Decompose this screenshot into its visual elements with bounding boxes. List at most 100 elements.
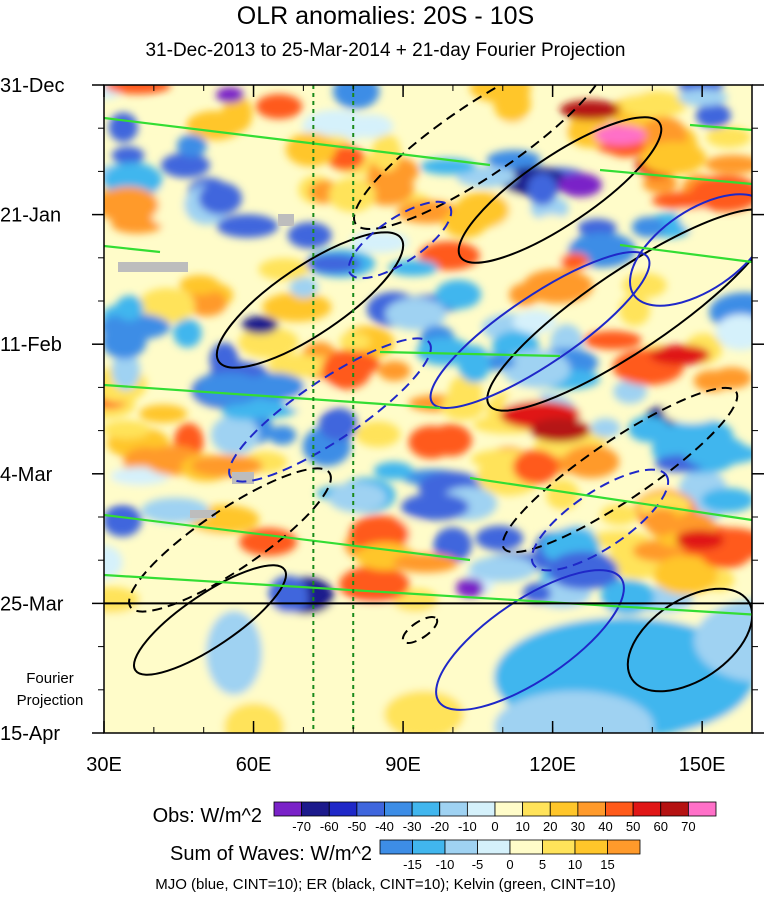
- obs-blob: [522, 269, 594, 304]
- kelvin-contour: [619, 243, 752, 264]
- missing-data-patch: [118, 262, 188, 272]
- projection-blob: [264, 653, 344, 726]
- colorbar-level: -15: [403, 857, 422, 872]
- y-tick-label: 25-Mar: [0, 593, 64, 615]
- obs-blob: [546, 479, 580, 511]
- obs-blob: [706, 126, 752, 148]
- colorbar-swatch: [660, 801, 689, 817]
- contour-line: [435, 569, 625, 711]
- colorbar-swatch: [522, 801, 551, 817]
- colorbar-swatch: [549, 801, 579, 817]
- projection-label: Projection: [17, 692, 84, 709]
- obs-blob: [198, 182, 242, 215]
- wave-contour: [629, 193, 752, 307]
- obs-blob: [104, 586, 140, 614]
- obs-blob: [622, 272, 667, 298]
- obs-blob: [475, 525, 524, 551]
- obs-blob: [600, 504, 639, 525]
- obs-blob: [305, 254, 362, 274]
- colorbar-swatch: [379, 839, 413, 855]
- obs-blob: [388, 259, 439, 277]
- kelvin-contour: [104, 116, 491, 167]
- obs-blob: [600, 579, 655, 615]
- wave-contour: [626, 587, 752, 693]
- obs-blob: [695, 103, 731, 128]
- obs-blob: [349, 231, 409, 253]
- x-tick-label: 60E: [236, 754, 272, 776]
- obs-blob: [502, 349, 571, 388]
- obs-blob: [328, 177, 376, 213]
- obs-peak: [594, 125, 646, 145]
- obs-blob: [104, 545, 123, 580]
- colorbar-level: 15: [600, 857, 614, 872]
- colorbar-swatch: [542, 839, 576, 855]
- obs-blob: [605, 85, 652, 96]
- projection-blob: [384, 690, 464, 733]
- obs-blob: [486, 150, 541, 170]
- colorbar-level: -60: [320, 819, 339, 834]
- obs-blob: [111, 351, 140, 391]
- colorbar-level: 60: [654, 819, 668, 834]
- obs-blob: [186, 290, 227, 317]
- colorbar-swatch: [687, 801, 717, 817]
- colorbar-level: -50: [347, 819, 366, 834]
- projection-label: Fourier: [26, 670, 74, 687]
- colorbar-swatch: [301, 801, 330, 817]
- colorbar-level: -40: [375, 819, 394, 834]
- obs-peak: [242, 316, 278, 334]
- colorbar-swatch: [328, 801, 358, 817]
- obs-blob: [560, 252, 590, 270]
- obs-blob: [458, 345, 491, 383]
- plot-frame: [103, 84, 753, 734]
- obs-blob: [328, 482, 387, 513]
- obs-blob: [211, 415, 259, 455]
- obs-blob: [221, 403, 270, 420]
- kelvin-contour: [469, 476, 752, 522]
- obs-blob: [429, 424, 472, 457]
- obs-blob: [104, 420, 151, 439]
- obs-blob: [435, 279, 482, 310]
- obs-blob: [239, 528, 297, 556]
- x-tick-label: 30E: [86, 754, 122, 776]
- colorbar-swatch: [607, 839, 641, 855]
- obs-blob: [493, 85, 531, 123]
- wave-contours: [104, 85, 752, 711]
- y-tick-label: 4-Mar: [0, 464, 53, 486]
- colorbar-swatch: [439, 801, 468, 817]
- obs-blob: [619, 294, 651, 326]
- kelvin-contour: [104, 513, 471, 562]
- obs-blob: [145, 104, 179, 127]
- wave-contour: [486, 208, 752, 412]
- contour-line: [132, 564, 288, 676]
- obs-blob: [418, 241, 480, 271]
- contour-legend-footer: MJO (blue, CINT=10); ER (black, CINT=10)…: [155, 876, 616, 893]
- obs-blob: [620, 90, 688, 118]
- colorbar-swatch: [605, 801, 634, 817]
- wave-contour: [457, 116, 663, 264]
- x-tick-label: 120E: [529, 754, 576, 776]
- obs-peak: [558, 173, 602, 197]
- projection-blob: [206, 610, 262, 695]
- colorbar-swatch: [632, 801, 662, 817]
- obs-blob: [258, 258, 310, 281]
- wave-contour: [228, 337, 432, 483]
- obs-blob: [509, 283, 540, 307]
- contour-line: [530, 468, 670, 572]
- y-tick-label: 31-Dec: [0, 75, 64, 97]
- obs-blob: [196, 372, 264, 406]
- obs-blob: [115, 295, 144, 321]
- obs-blob: [327, 145, 365, 171]
- wave-contour: [435, 569, 625, 711]
- contour-line: [629, 193, 752, 307]
- colorbar-level: -30: [403, 819, 422, 834]
- obs-blob: [522, 582, 552, 604]
- colorbar-level: -20: [430, 819, 449, 834]
- obs-blob: [628, 416, 671, 443]
- obs-blob: [289, 276, 319, 298]
- colorbar-level: 70: [681, 819, 695, 834]
- obs-blob: [512, 449, 559, 485]
- obs-blob: [287, 222, 332, 249]
- obs-blob: [640, 141, 707, 175]
- colorbar-level: 40: [598, 819, 612, 834]
- colorbar-swatch: [509, 839, 543, 855]
